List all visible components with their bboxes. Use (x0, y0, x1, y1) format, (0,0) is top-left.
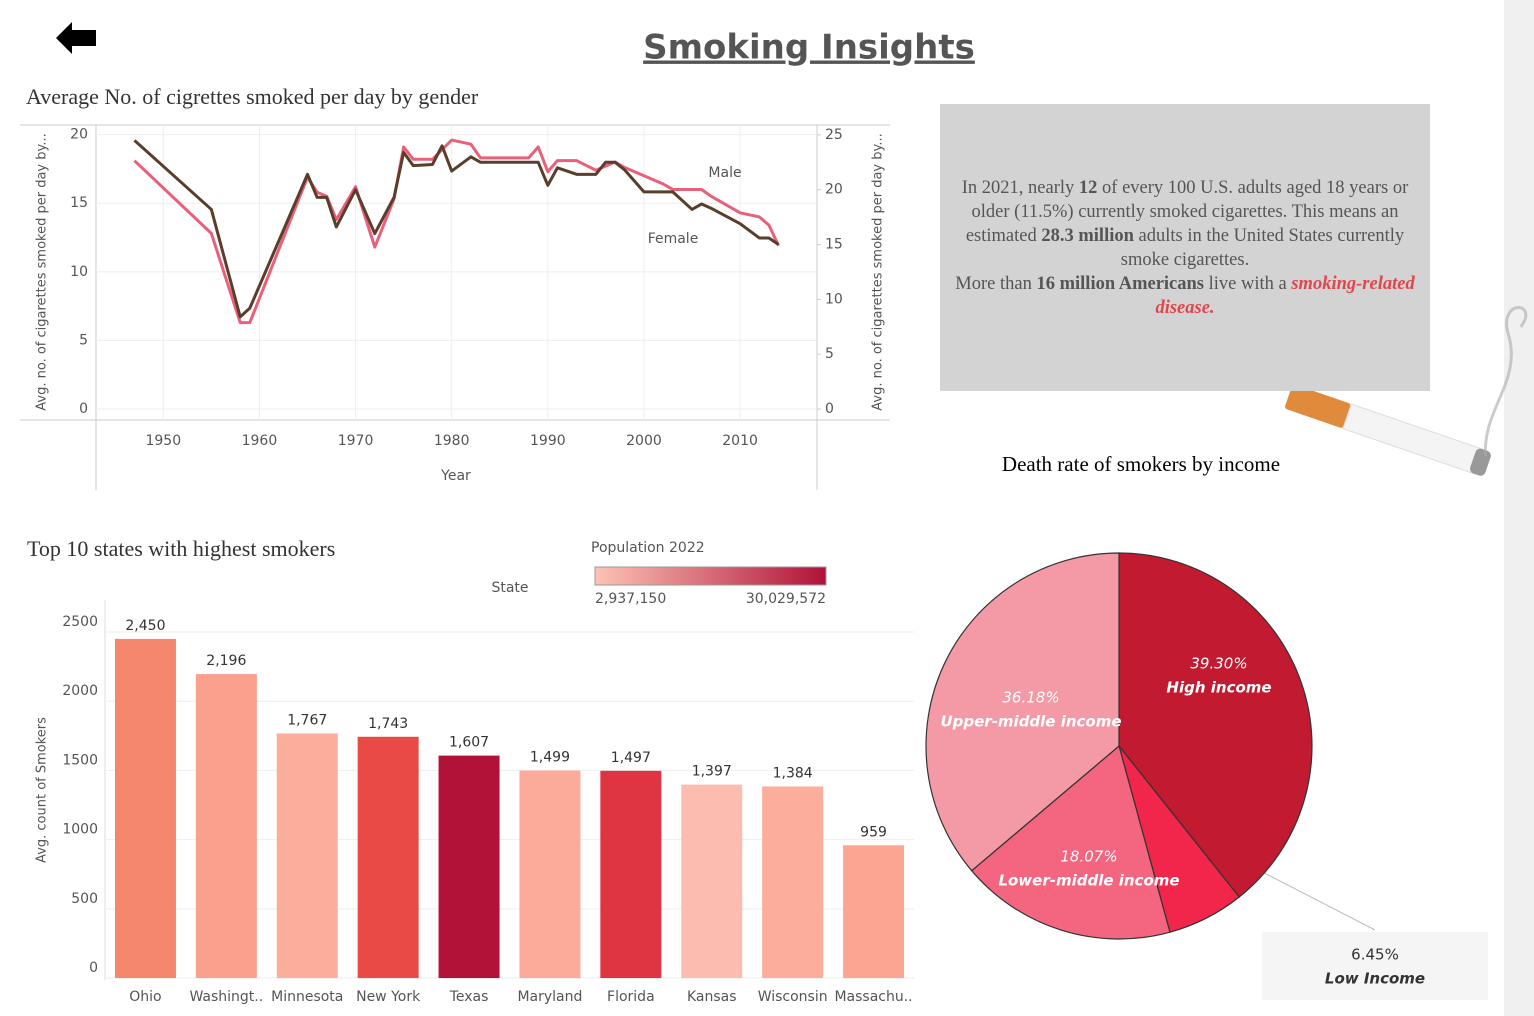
legend-label: State (491, 580, 528, 596)
slice-value: 36.18% (1002, 689, 1059, 707)
slice-name: Low Income (1325, 970, 1425, 988)
slice-value: 6.45% (1351, 946, 1399, 964)
text-segment: More than (955, 274, 1037, 294)
paragraph: In 2021, nearly 12 of every 100 U.S. adu… (944, 176, 1426, 272)
y2-tick-label: 25 (825, 127, 843, 143)
chart-title: Average No. of cigrettes smoked per day … (26, 84, 479, 109)
x-tick-label: Wisconsin (758, 989, 828, 1005)
legend-min: 2,937,150 (595, 591, 666, 607)
text-segment: of every 100 U.S. adults aged 18 years o… (965, 178, 1409, 246)
bar (762, 786, 824, 979)
back-arrow[interactable] (56, 22, 96, 54)
y-tick-label: 1000 (62, 822, 98, 838)
legend-title: Population 2022 (591, 540, 705, 556)
y2-tick-label: 10 (825, 291, 843, 307)
y2-axis-label: Avg. no. of cigarettes smoked per day by… (871, 133, 886, 410)
legend-max: 30,029,572 (746, 591, 826, 607)
bar (600, 770, 662, 979)
value-label: 1,397 (692, 764, 732, 780)
value-label: 1,499 (530, 750, 570, 766)
y-tick-label: 10 (70, 264, 88, 280)
y-axis-label: Avg. no. of cigarettes smoked per day by… (35, 133, 50, 410)
bar (438, 755, 500, 979)
value-label: 1,607 (449, 735, 489, 751)
y-tick-label: 2500 (62, 614, 98, 630)
value-label: 1,767 (287, 712, 327, 728)
y2-tick-label: 5 (825, 346, 834, 362)
y-tick-label: 2000 (62, 683, 98, 699)
text-segment: smoking-related disease. (1155, 274, 1415, 318)
pie-slice (970, 744, 1171, 940)
value-label: 1,743 (368, 716, 408, 732)
info-box: In 2021, nearly 12 of every 100 U.S. adu… (940, 104, 1430, 391)
bar (276, 733, 338, 979)
text-segment: live with a (1204, 274, 1292, 294)
value-label: 1,384 (773, 765, 813, 781)
slice-value: 18.07% (1060, 848, 1117, 866)
series-label: Female (648, 231, 699, 247)
chart-title: Top 10 states with highest smokers (27, 536, 335, 561)
series-label: Male (708, 165, 741, 181)
chart-title: Death rate of smokers by income (1002, 452, 1280, 476)
value-label: 1,497 (611, 750, 651, 766)
pie-slice (1118, 552, 1313, 898)
x-tick-label: Kansas (687, 989, 737, 1005)
paragraph: More than 16 million Americans live with… (944, 272, 1426, 320)
bar (681, 784, 743, 979)
value-label: 959 (860, 824, 887, 840)
slice-name: Upper-middle income (940, 713, 1121, 731)
y-tick-label: 0 (79, 401, 88, 417)
slice-value: 39.30% (1190, 655, 1247, 673)
x-tick-label: Ohio (129, 989, 161, 1005)
callout (1262, 932, 1488, 1000)
text-segment: In 2021, nearly (961, 178, 1079, 198)
y2-tick-label: 0 (825, 401, 834, 417)
text-segment: 28.3 million (1041, 226, 1134, 246)
x-tick-label: 1990 (530, 433, 566, 449)
y-tick-label: 5 (79, 332, 88, 348)
x-tick-label: Florida (607, 989, 655, 1005)
x-tick-label: 2010 (722, 433, 758, 449)
x-tick-label: New York (356, 989, 421, 1005)
y2-tick-label: 20 (825, 182, 843, 198)
y2-tick-label: 15 (825, 237, 843, 253)
y-tick-label: 0 (89, 960, 98, 976)
series-line (133, 139, 780, 319)
value-label: 2,450 (125, 618, 165, 634)
x-tick-label: Minnesota (271, 989, 343, 1005)
bar (843, 845, 905, 979)
slice-name: Lower-middle income (998, 872, 1179, 890)
value-label: 2,196 (206, 653, 246, 669)
x-tick-label: 2000 (626, 433, 662, 449)
x-tick-label: Massachu.. (834, 989, 912, 1005)
y-tick-label: 15 (70, 195, 88, 211)
x-tick-label: 1950 (145, 433, 181, 449)
color-ramp (594, 566, 827, 586)
x-tick-label: Washingt.. (189, 989, 263, 1005)
cigarette (1285, 306, 1528, 476)
bar (357, 736, 419, 979)
x-tick-label: Texas (449, 989, 489, 1005)
bar (114, 638, 176, 979)
x-tick-label: 1970 (338, 433, 374, 449)
x-axis-label: Year (440, 468, 471, 484)
text-segment: adults in the United States currently sm… (1120, 226, 1405, 270)
y-tick-label: 1500 (62, 752, 98, 768)
bar (519, 770, 581, 979)
x-tick-label: 1980 (434, 433, 470, 449)
pie-slice (925, 552, 1120, 872)
y-tick-label: 20 (70, 127, 88, 143)
text-segment: 12 (1078, 178, 1098, 198)
y-axis-label: Avg. count of Smokers (35, 717, 50, 863)
page-title: Smoking Insights (643, 28, 975, 68)
x-tick-label: Maryland (517, 989, 582, 1005)
y-tick-label: 500 (71, 891, 98, 907)
bar (195, 674, 257, 979)
slice-name: High income (1166, 679, 1271, 697)
text-segment: 16 million Americans (1036, 274, 1205, 294)
x-tick-label: 1960 (242, 433, 278, 449)
